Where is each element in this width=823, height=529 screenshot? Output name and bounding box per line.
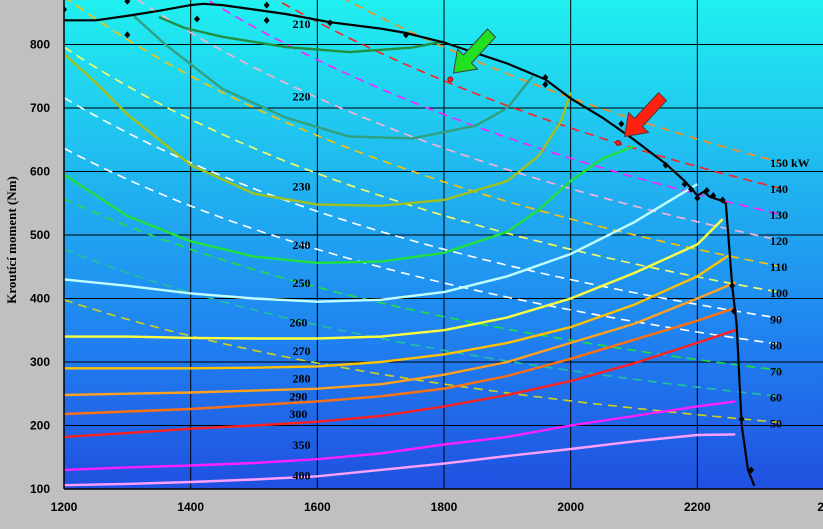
contour-250 — [64, 183, 698, 303]
contour-label-290: 290 — [289, 390, 307, 404]
contour-240 — [64, 144, 635, 265]
power-labels: 150 kW 140 130 120 110 100 90 80 70 60 50 — [770, 156, 810, 430]
axes: 1200 1400 1600 1800 2000 2200 24 100 200 300 400 50… — [30, 0, 823, 514]
contour-label-300: 300 — [289, 407, 307, 421]
contour-350 — [64, 400, 736, 472]
measured-point — [124, 31, 131, 39]
x-tick-label: 1600 — [304, 500, 331, 514]
contour-label-280: 280 — [293, 371, 311, 385]
contour-400 — [64, 433, 736, 487]
contour-label-400: 400 — [293, 468, 311, 482]
x-tick-label: 2200 — [684, 500, 711, 514]
power-label-80: 80 — [770, 338, 782, 352]
y-tick-label: 100 — [30, 482, 50, 496]
y-tick-label: 200 — [30, 418, 50, 432]
x-tick-label: 2000 — [557, 500, 584, 514]
measured-point — [738, 415, 745, 423]
y-tick-label: 800 — [30, 37, 50, 51]
contour-260 — [64, 218, 724, 340]
arrow-green — [452, 28, 497, 74]
contour-labels: 210 220 230 240 250 260 270 280 290 300 350 400 — [289, 17, 310, 483]
measured-point — [263, 1, 270, 9]
power-line-140 — [275, 0, 780, 189]
power-label-70: 70 — [770, 364, 782, 378]
contour-label-220: 220 — [293, 89, 311, 103]
contour-290 — [64, 306, 736, 416]
power-label-140: 140 — [770, 182, 788, 196]
power-label-100: 100 — [770, 286, 788, 300]
power-label-110: 110 — [770, 260, 787, 274]
measured-point — [662, 161, 669, 169]
contour-300 — [64, 329, 736, 439]
measured-point — [703, 187, 710, 195]
x-tick-label: 1800 — [431, 500, 458, 514]
contour-label-210: 210 — [293, 17, 311, 31]
contour-230 — [64, 53, 572, 208]
power-label-60: 60 — [770, 390, 782, 404]
power-line-60 — [64, 248, 780, 398]
power-line-110 — [67, 0, 780, 267]
measured-point — [729, 282, 736, 290]
y-tick-label: 300 — [30, 355, 50, 369]
power-line-90 — [64, 97, 780, 320]
measured-point — [710, 192, 717, 200]
y-axis-label: Kroutící moment (Nm) — [4, 176, 19, 304]
measured-point — [542, 80, 549, 88]
power-label-130: 130 — [770, 208, 788, 222]
highlight-point — [447, 76, 454, 83]
measured-point — [263, 16, 270, 24]
power-line-100 — [64, 46, 780, 293]
power-line-80 — [64, 147, 780, 346]
x-tick-label: 1200 — [51, 500, 78, 514]
contour-210 — [158, 15, 445, 54]
contour-label-240: 240 — [293, 238, 311, 252]
contour-label-230: 230 — [293, 180, 311, 194]
measured-point — [681, 180, 688, 188]
measured-point — [124, 0, 131, 5]
efficiency-contours — [64, 15, 736, 487]
measured-point — [542, 73, 549, 81]
measured-point — [688, 185, 694, 193]
power-label-120: 120 — [770, 234, 788, 248]
x-tick-label: 1400 — [177, 500, 204, 514]
measured-point — [403, 31, 409, 39]
measured-point — [618, 120, 625, 128]
y-tick-label: 600 — [30, 164, 50, 178]
contour-label-270: 270 — [293, 344, 311, 358]
highlight-point — [615, 139, 622, 146]
measured-point — [719, 196, 726, 204]
measured-point — [694, 194, 701, 202]
power-label-90: 90 — [770, 312, 782, 326]
x-tick-label: 24 — [817, 500, 823, 514]
full-load-line — [64, 2, 756, 487]
measured-point — [194, 15, 200, 23]
power-label-50: 50 — [770, 416, 782, 430]
contour-label-260: 260 — [289, 315, 307, 329]
arrows — [452, 28, 668, 138]
full-load-curve — [64, 0, 756, 487]
power-line-130 — [206, 0, 780, 215]
contour-270 — [64, 254, 730, 370]
contour-280 — [64, 281, 736, 397]
contour-label-350: 350 — [293, 438, 311, 452]
measured-point — [748, 466, 755, 474]
y-tick-label: 400 — [30, 291, 50, 305]
measured-point — [327, 19, 333, 27]
contour-220 — [132, 15, 534, 140]
power-line-120 — [136, 0, 780, 241]
contour-label-250: 250 — [293, 276, 311, 290]
y-tick-label: 700 — [30, 101, 50, 115]
power-label-150: 150 kW — [770, 156, 810, 170]
arrow-red — [623, 91, 668, 138]
measured-point — [731, 307, 738, 315]
y-tick-label: 500 — [30, 228, 50, 242]
